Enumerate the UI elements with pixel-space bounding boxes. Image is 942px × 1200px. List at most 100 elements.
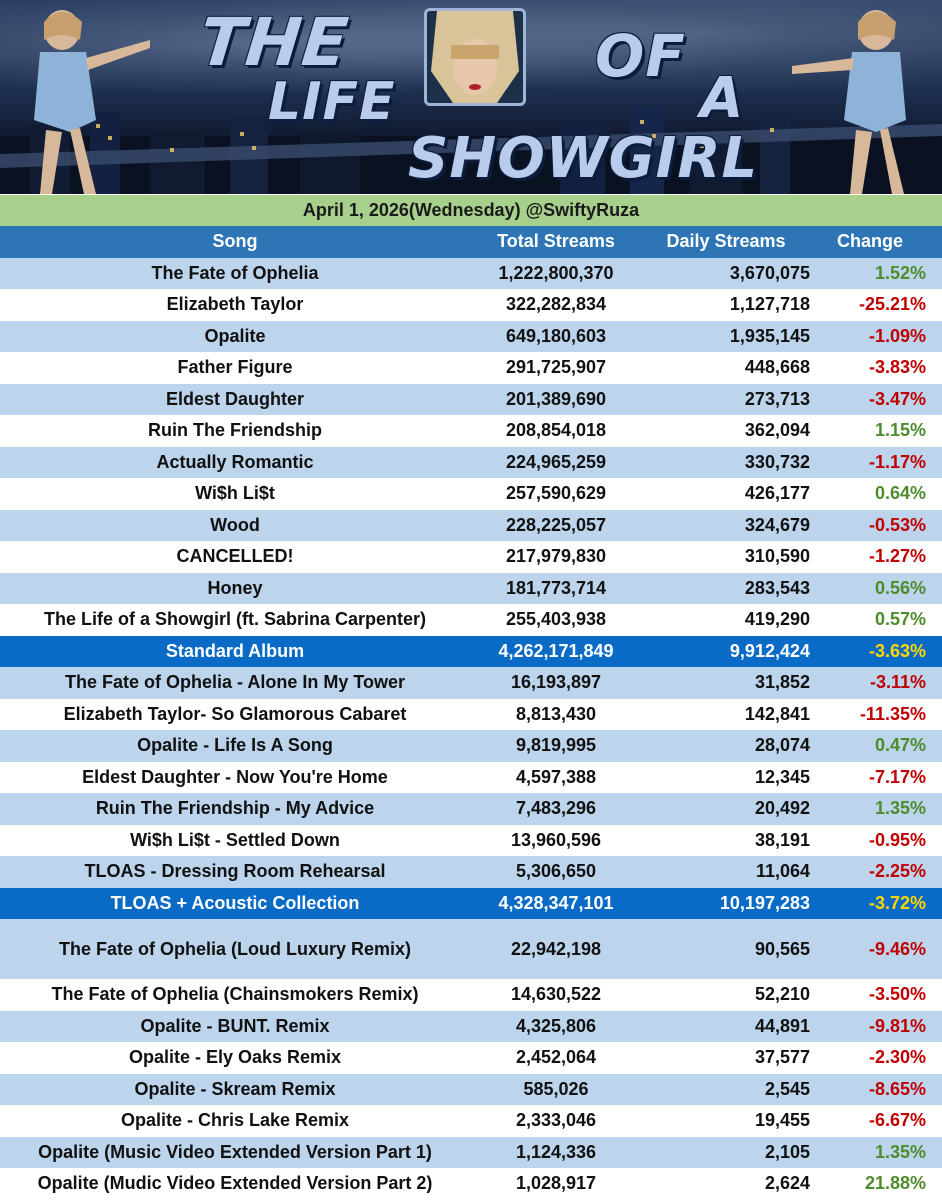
song-title-cell: Actually Romantic (156, 451, 314, 472)
song-title-cell: Wi$h Li$t (195, 483, 275, 503)
total-streams-cell: 228,225,057 (505, 514, 607, 535)
change-percent-cell: 1.52% (874, 262, 926, 283)
table-total-row: Standard Album 4,262,171,849 9,912,424 -3.6… (0, 635, 942, 667)
table-row: Eldest Daughter - Now You're Home 4,597,3… (0, 761, 942, 793)
song-title-cell: Opalite - BUNT. Remix (140, 1015, 330, 1036)
table-row: Father Figure 291,725,907 448,668 -3.83% (0, 352, 942, 384)
total-streams-cell: 257,590,629 (505, 483, 607, 503)
song-title-cell: Father Figure (177, 357, 293, 377)
table-row: Ruin The Friendship - My Advice 7,483,296… (0, 793, 942, 825)
daily-streams-cell: 10,197,283 (719, 892, 810, 913)
table-row: Elizabeth Taylor 322,282,834 1,127,718 -25.… (0, 289, 942, 321)
song-title-cell: Opalite (204, 325, 266, 346)
total-streams-cell: 1,222,800,370 (498, 262, 614, 283)
daily-streams-cell: 38,191 (754, 829, 810, 850)
table-row: The Fate of Ophelia (Chainsmokers Remix)… (0, 979, 942, 1011)
song-title-cell: Opalite - Chris Lake Remix (120, 1110, 350, 1130)
column-header-change: Change (836, 231, 903, 251)
total-streams-cell: 8,813,430 (515, 703, 597, 724)
song-title-cell: Honey (207, 577, 263, 598)
daily-streams-cell: 324,679 (744, 514, 810, 535)
table-row: Eldest Daughter 201,389,690 273,713 -3.47% (0, 383, 942, 415)
change-percent-cell: -2.25% (868, 861, 926, 881)
total-streams-cell: 2,452,064 (515, 1047, 597, 1067)
table-row: Actually Romantic 224,965,259 330,732 -1.17… (0, 446, 942, 478)
daily-streams-cell: 2,545 (764, 1078, 810, 1099)
table-header-row: Song Total Streams Daily Streams Change (0, 226, 942, 258)
daily-streams-cell: 11,064 (755, 861, 810, 881)
change-percent-cell: -9.46% (868, 939, 926, 959)
daily-streams-cell: 31,852 (754, 672, 810, 692)
song-title-cell: Ruin The Friendship (148, 420, 322, 440)
table-row: Opalite - Life Is A Song 9,819,995 28,074 0… (0, 730, 942, 762)
total-streams-cell: 291,725,907 (505, 357, 607, 377)
song-title-cell: Opalite - Life Is A Song (137, 735, 333, 755)
change-percent-cell: -1.09% (868, 325, 926, 346)
table-row: TLOAS - Dressing Room Rehearsal 5,306,650… (0, 856, 942, 888)
change-percent-cell: -3.47% (868, 388, 926, 409)
table-row: Wood 228,225,057 324,679 -0.53% (0, 509, 942, 541)
daily-streams-cell: 448,668 (744, 357, 810, 377)
header-banner: THE LIFE OF A SHOWGIRL (0, 0, 942, 194)
column-header-daily-streams: Daily Streams (666, 231, 786, 251)
daily-streams-cell: 2,624 (764, 1173, 810, 1193)
table-row: CANCELLED! 217,979,830 310,590 -1.27% (0, 541, 942, 573)
table-row: The Fate of Ophelia 1,222,800,370 3,670,07… (0, 257, 942, 289)
column-header-song: Song (212, 231, 258, 251)
total-streams-cell: 585,026 (523, 1078, 589, 1099)
total-streams-cell: 1,028,917 (515, 1173, 597, 1193)
total-streams-cell: 208,854,018 (505, 420, 607, 440)
table-row: Honey 181,773,714 283,543 0.56% (0, 572, 942, 604)
total-streams-cell: 4,597,388 (515, 766, 597, 787)
change-percent-cell: -0.95% (868, 829, 926, 850)
daily-streams-cell: 28,074 (754, 735, 810, 755)
change-percent-cell: 0.57% (874, 609, 926, 629)
total-streams-cell: 201,389,690 (505, 388, 607, 409)
change-percent-cell: 0.47% (874, 735, 926, 755)
change-percent-cell: -8.65% (868, 1078, 926, 1099)
song-title-cell: Opalite (Music Video Extended Version Pa… (38, 1141, 432, 1162)
song-title-cell: Opalite (Mudic Video Extended Version Pa… (37, 1173, 433, 1193)
banner-title-the: THE (195, 4, 353, 81)
total-streams-cell: 181,773,714 (505, 577, 607, 598)
change-percent-cell: 21.88% (864, 1173, 926, 1193)
table-row: The Fate of Ophelia - Alone In My Tower 1… (0, 667, 942, 699)
table-row: Ruin The Friendship 208,854,018 362,094 1.1… (0, 415, 942, 447)
total-streams-cell: 9,819,995 (515, 735, 597, 755)
table-row: The Fate of Ophelia (Loud Luxury Remix) 2… (0, 919, 942, 979)
column-header-total-streams: Total Streams (497, 231, 615, 251)
change-percent-cell: -3.11% (869, 672, 926, 692)
table-row: Opalite - Skream Remix 585,026 2,545 -8.65% (0, 1073, 942, 1105)
table-row: Wi$h Li$t 257,590,629 426,177 0.64% (0, 478, 942, 510)
song-title-cell: Elizabeth Taylor (166, 294, 304, 314)
song-title-cell: Opalite - Skream Remix (134, 1078, 336, 1099)
change-percent-cell: -3.72% (868, 892, 926, 913)
song-title-cell: TLOAS + Acoustic Collection (110, 892, 360, 913)
daily-streams-cell: 37,577 (754, 1047, 810, 1067)
song-title-cell: Wood (210, 514, 260, 535)
change-percent-cell: -9.81% (868, 1015, 926, 1036)
date-and-author-line: April 1, 2026(Wednesday) @SwiftyRuza (0, 195, 942, 226)
streams-table: Song Total Streams Daily Streams Change … (0, 226, 942, 1200)
table-row: Opalite 649,180,603 1,935,145 -1.09% (0, 320, 942, 352)
song-title-cell: Eldest Daughter (165, 388, 305, 409)
table-row: Opalite - BUNT. Remix 4,325,806 44,891 -9.8… (0, 1010, 942, 1042)
table-row: Wi$h Li$t - Settled Down 13,960,596 38,191… (0, 824, 942, 856)
daily-streams-cell: 19,455 (754, 1110, 810, 1130)
song-title-cell: The Fate of Ophelia (Chainsmokers Remix) (51, 984, 419, 1004)
song-title-cell: CANCELLED! (176, 546, 294, 566)
performer-figure-right-image (792, 10, 906, 194)
change-percent-cell: -3.63% (868, 640, 926, 661)
banner-title-showgirl: SHOWGIRL (408, 126, 759, 191)
song-title-cell: The Fate of Ophelia (Loud Luxury Remix) (58, 939, 412, 959)
daily-streams-cell: 310,590 (744, 546, 810, 566)
change-percent-cell: -2.30% (868, 1047, 926, 1067)
total-streams-cell: 1,124,336 (515, 1141, 597, 1162)
total-streams-cell: 4,328,347,101 (498, 892, 614, 913)
change-percent-cell: -0.53% (868, 514, 926, 535)
daily-streams-cell: 273,713 (744, 388, 810, 409)
total-streams-cell: 16,193,897 (510, 672, 602, 692)
daily-streams-cell: 9,912,424 (729, 640, 810, 661)
daily-streams-cell: 1,935,145 (729, 325, 810, 346)
song-title-cell: Eldest Daughter - Now You're Home (82, 766, 388, 787)
